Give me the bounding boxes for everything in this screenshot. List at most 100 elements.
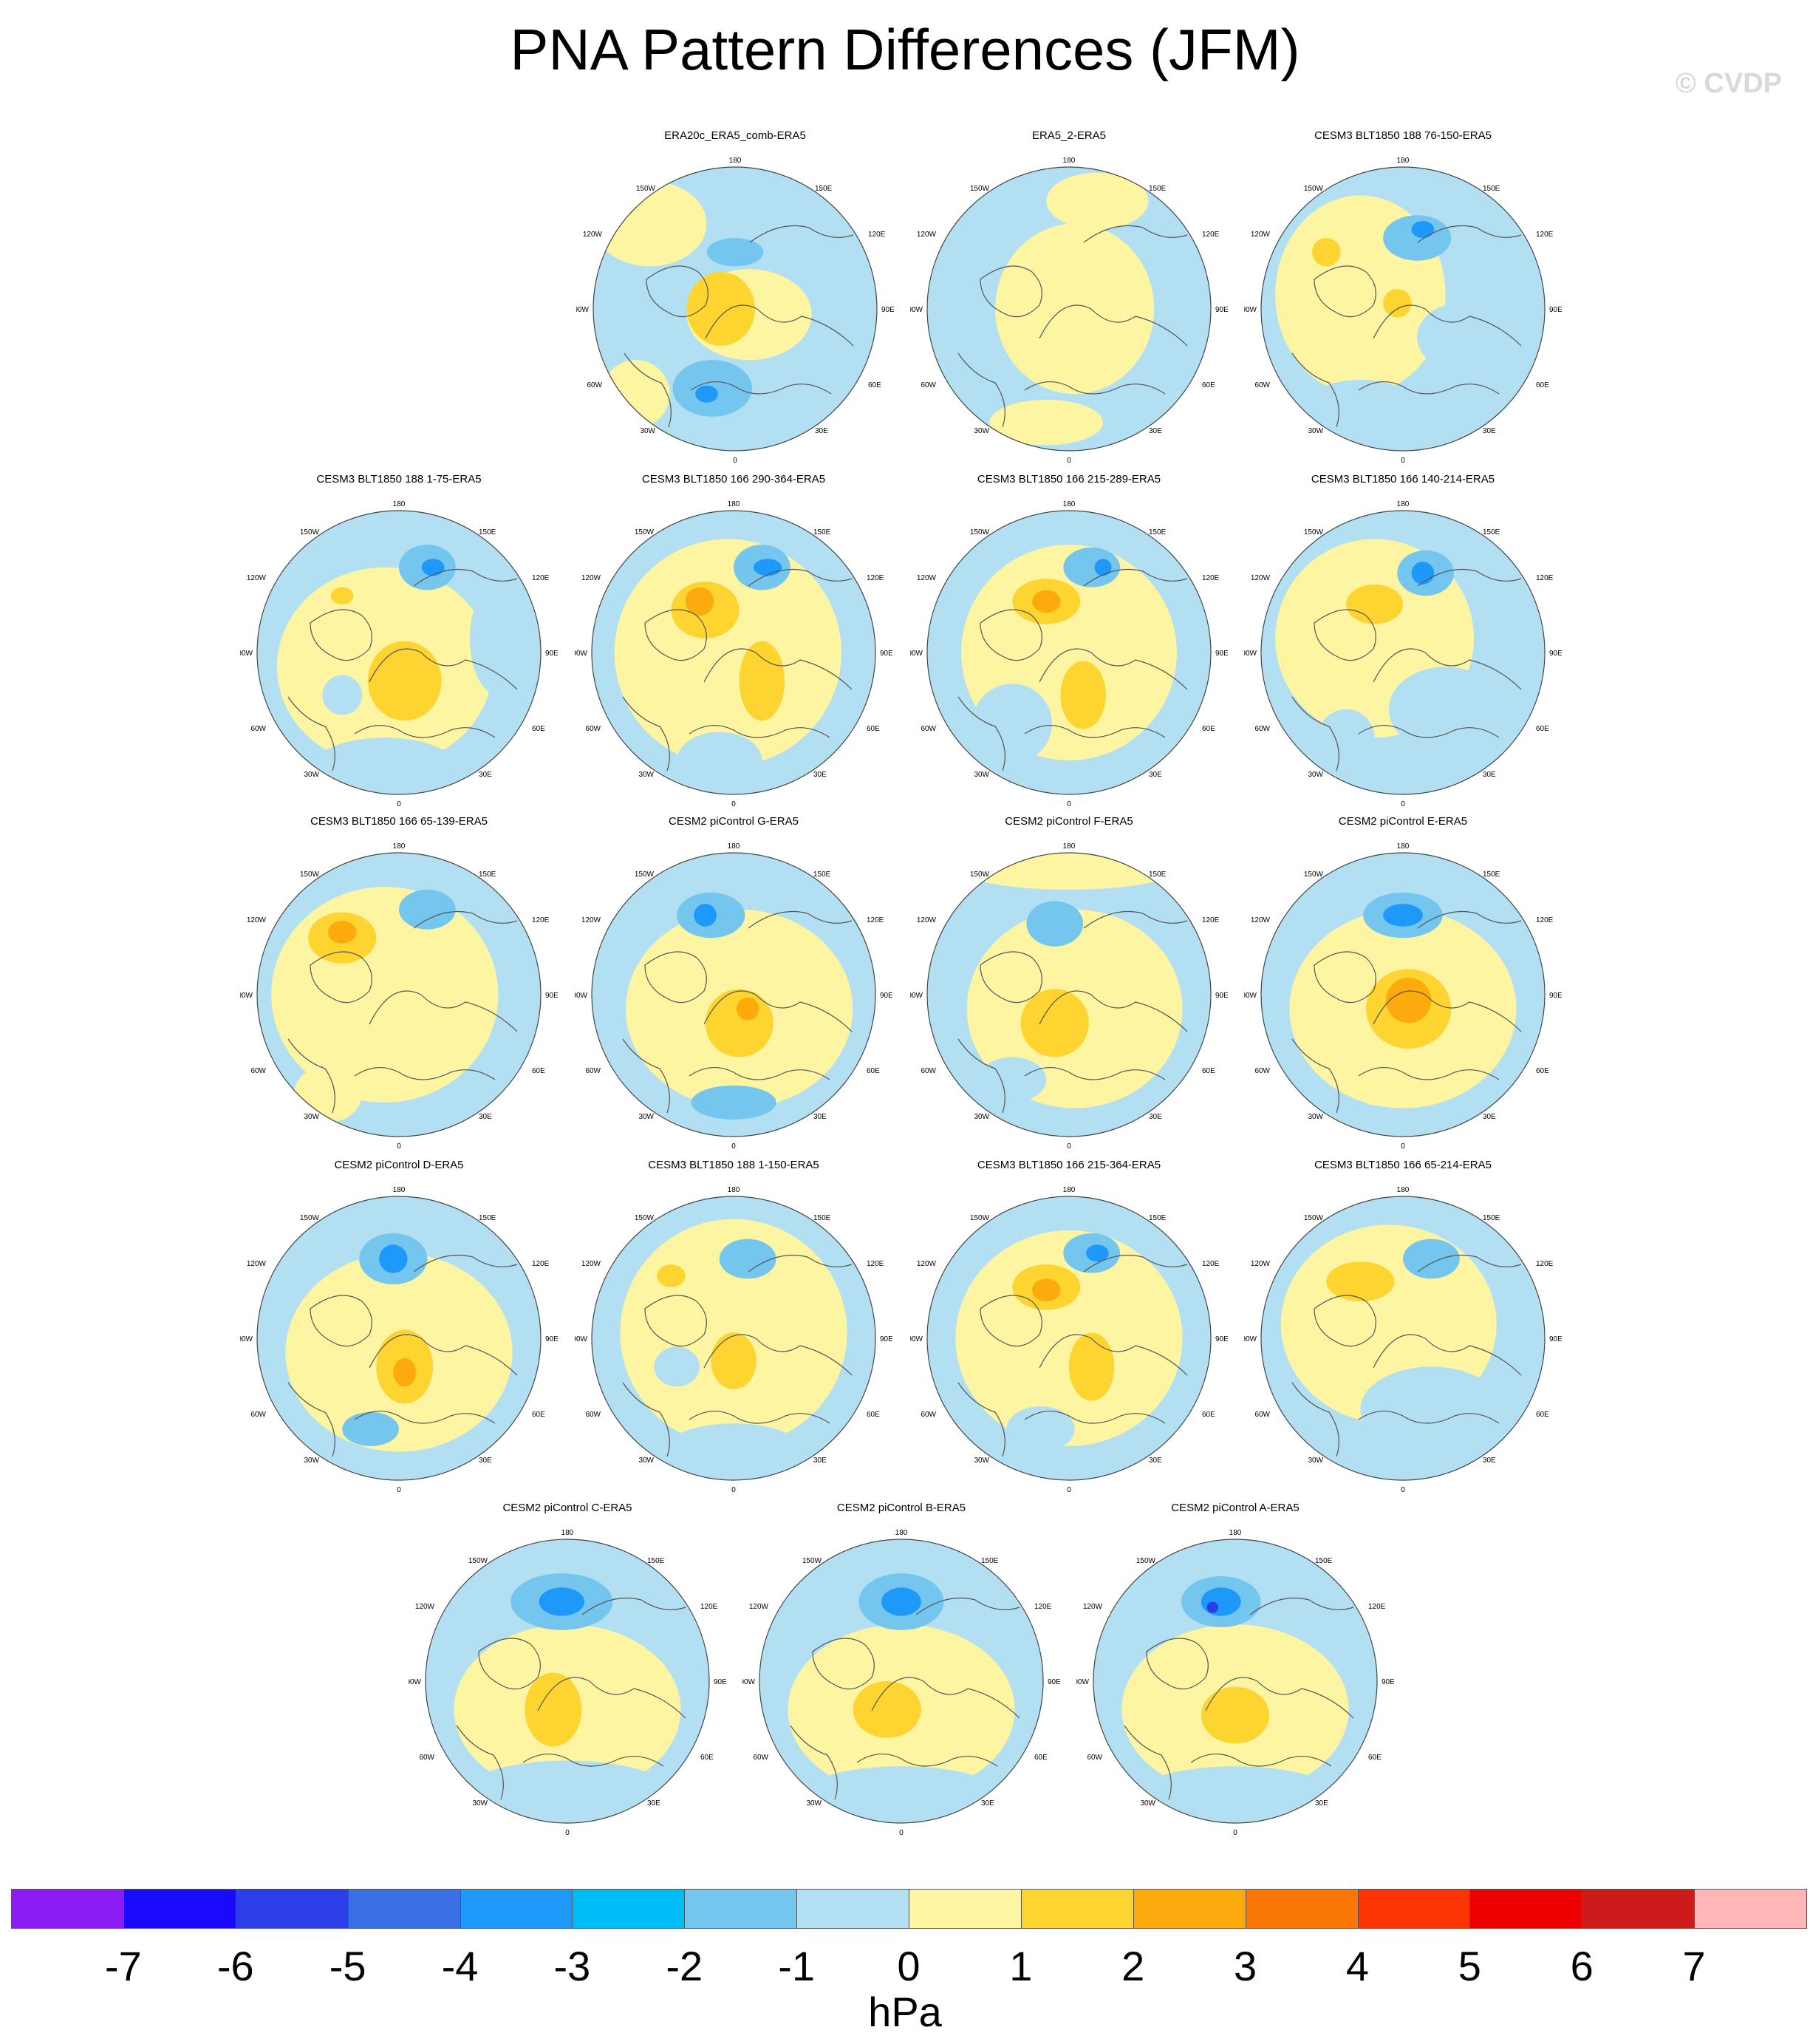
graticule-label: 0 — [1401, 1142, 1405, 1151]
graticule-label: 0 — [731, 800, 736, 808]
graticule-label: 150E — [813, 1214, 831, 1222]
graticule-label: 150W — [802, 1557, 822, 1565]
map-border — [425, 1539, 710, 1824]
colorbar-tick-label: -7 — [104, 1943, 142, 1989]
graticule-label: 90W — [1244, 1335, 1257, 1343]
graticule-label: 30E — [815, 427, 828, 435]
graticule-label: 90E — [1048, 1678, 1060, 1686]
graticule-label: 60E — [1368, 1754, 1382, 1762]
graticule-label: 180 — [895, 1529, 908, 1537]
graticule-label: 60W — [1254, 1411, 1270, 1419]
graticule-label: 180 — [1063, 1186, 1076, 1194]
anomaly-region — [539, 1587, 585, 1616]
graticule-label: 0 — [731, 1142, 736, 1151]
anomaly-region — [1020, 989, 1089, 1057]
colorbar-tick-label: -3 — [553, 1943, 591, 1989]
graticule-label: 90E — [714, 1678, 726, 1686]
map-title: CESM2 piControl G-ERA5 — [669, 815, 799, 828]
graticule-label: 90W — [910, 1335, 923, 1343]
colorbar-tick-label: -1 — [778, 1943, 816, 1989]
graticule-label: 90W — [910, 650, 923, 658]
anomaly-region — [330, 587, 354, 604]
map-title: CESM2 piControl A-ERA5 — [1171, 1502, 1300, 1514]
watermark: © CVDP — [1675, 68, 1782, 99]
graticule-label: 30E — [1149, 427, 1162, 435]
map-grid: ERA20c_ERA5_comb-ERA5 180 0 150W 150E 120W 120… — [240, 129, 1562, 1842]
graticule-label: 150W — [635, 871, 655, 879]
graticule-label: 60W — [921, 725, 936, 733]
anomaly-region — [753, 559, 782, 576]
map-panel: CESM2 piControl G-ERA5 180 0 150W 150E 120W 12… — [575, 815, 892, 1155]
graticule-label: 60E — [1536, 1067, 1549, 1075]
anomaly-region — [1326, 1261, 1395, 1302]
map-border — [926, 852, 1212, 1137]
graticule-label: 60W — [1087, 1754, 1102, 1762]
colorbar-tick-label: -6 — [216, 1943, 254, 1989]
anomaly-region — [1411, 220, 1435, 238]
graticule-label: 60E — [1202, 1067, 1215, 1075]
anomaly-region — [1201, 1587, 1241, 1616]
graticule-label: 180 — [728, 842, 740, 851]
anomaly-region — [881, 1587, 921, 1616]
graticule-label: 30E — [1149, 1457, 1162, 1465]
anomaly-region — [1385, 977, 1432, 1023]
graticule-label: 120W — [1251, 231, 1271, 239]
graticule-label: 60W — [1254, 1067, 1270, 1075]
anomaly-region — [853, 1681, 921, 1738]
map-title: CESM2 piControl E-ERA5 — [1338, 815, 1468, 828]
map-title: CESM3 BLT1850 166 290-364-ERA5 — [641, 473, 826, 486]
map-title: CESM2 piControl C-ERA5 — [502, 1502, 632, 1514]
colorbar-tick-label: 2 — [1121, 1943, 1145, 1989]
graticule-label: 150W — [300, 528, 320, 536]
graticule-label: 120W — [1251, 574, 1271, 582]
coastline — [287, 1255, 518, 1457]
map-panel: CESM3 BLT1850 166 215-364-ERA5 180 0 150W 15… — [910, 1159, 1228, 1499]
map-border — [592, 166, 878, 452]
map-border — [1260, 1196, 1546, 1481]
anomaly-region — [1303, 380, 1418, 437]
graticule-label: 90W — [1244, 306, 1257, 314]
graticule-label: 30E — [1149, 1113, 1162, 1121]
anomaly-region — [1032, 590, 1061, 613]
graticule-label: 180 — [393, 1186, 406, 1194]
graticule-label: 120E — [1202, 231, 1220, 239]
graticule-label: 30W — [472, 1799, 488, 1808]
colorbar-swatch — [1582, 1889, 1695, 1929]
graticule-label: 150W — [970, 185, 990, 193]
colorbar-swatch — [572, 1889, 686, 1929]
map-title: CESM3 BLT1850 166 65-139-ERA5 — [310, 815, 488, 828]
graticule-label: 180 — [729, 157, 742, 165]
anomaly-region — [955, 1230, 1183, 1446]
graticule-label: 90E — [880, 992, 892, 1000]
graticule-label: 90W — [240, 650, 253, 658]
map-panel: CESM3 BLT1850 166 65-139-ERA5 180 0 150W 150… — [240, 815, 558, 1155]
graticule-label: 60E — [1536, 381, 1549, 389]
map-panel: CESM2 piControl C-ERA5 180 0 150W 150E 120W 12… — [409, 1502, 726, 1842]
map-border — [256, 852, 542, 1137]
anomaly-region — [342, 1411, 399, 1446]
graticule-label: 30W — [304, 1457, 319, 1465]
anomaly-region — [470, 582, 527, 695]
colorbar-tick-label: 4 — [1345, 1943, 1370, 1989]
graticule-label: 90W — [240, 992, 253, 1000]
colorbar-tick-label: 3 — [1234, 1943, 1257, 1989]
map-title: CESM3 BLT1850 188 1-75-ERA5 — [316, 473, 482, 486]
anomaly-region — [1063, 547, 1121, 587]
coastline — [1124, 1598, 1354, 1800]
anomaly-region — [1201, 1686, 1270, 1744]
graticule-label: 150W — [468, 1557, 488, 1565]
anomaly-region — [1388, 667, 1503, 752]
graticule-label: 180 — [1397, 842, 1410, 851]
graticule-label: 180 — [1397, 500, 1410, 508]
coastline — [456, 1598, 686, 1800]
anomaly-region — [978, 1057, 1047, 1103]
graticule-label: 30W — [1308, 1457, 1323, 1465]
map-border — [1260, 510, 1546, 795]
colorbar — [11, 1889, 1807, 1930]
graticule-label: 0 — [1401, 457, 1405, 465]
graticule-label: 90W — [742, 1678, 756, 1686]
anomaly-region — [691, 1085, 776, 1120]
anomaly-region — [1411, 562, 1435, 585]
colorbar-tick-label: 6 — [1570, 1943, 1594, 1989]
graticule-label: 90E — [545, 650, 558, 658]
